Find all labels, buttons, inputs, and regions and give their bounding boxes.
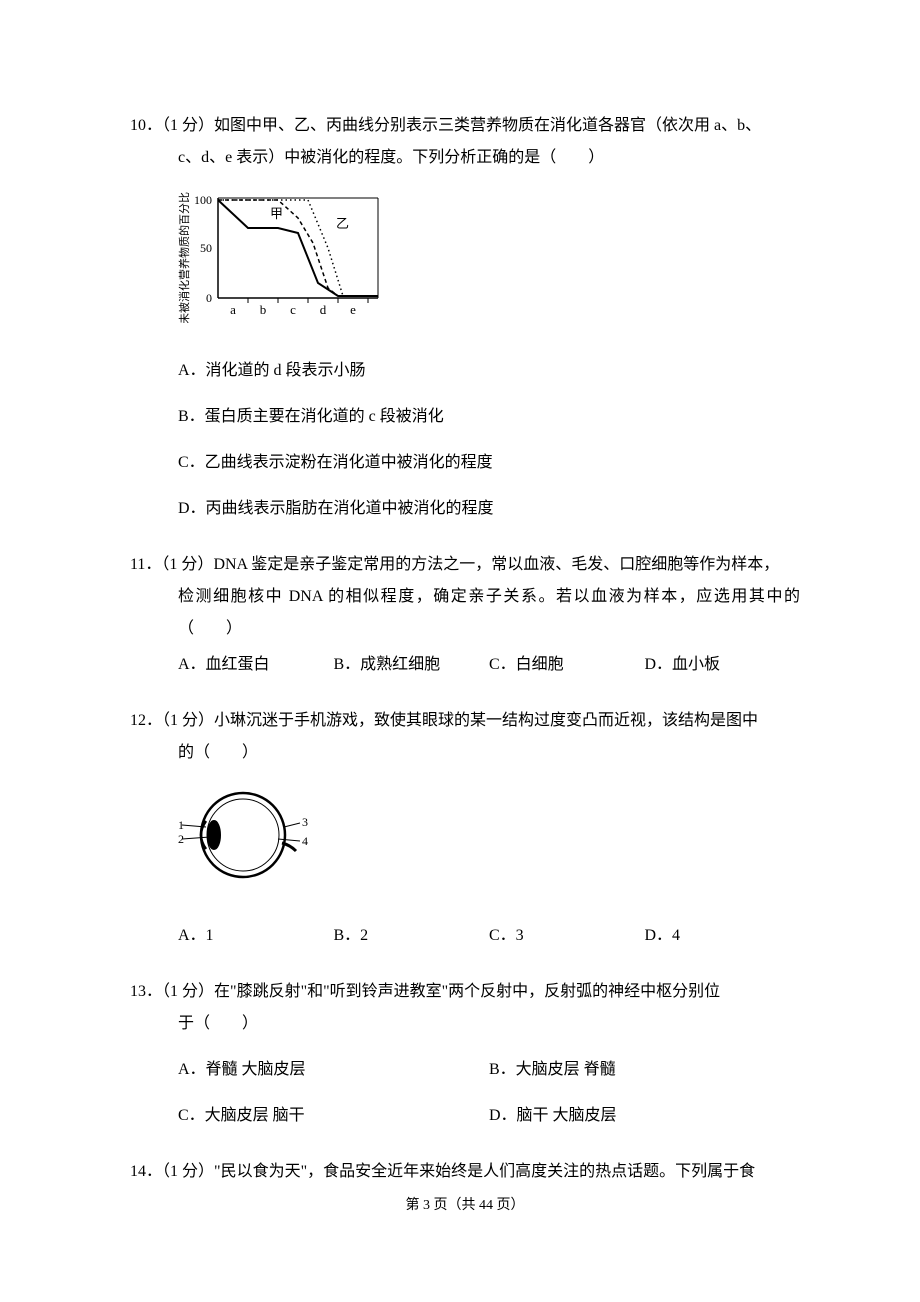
q13-stem-line2: 于（ ） [130,1008,800,1040]
xlabel-c: c [290,302,296,317]
label-3: 3 [302,815,308,829]
q12-figure: 1 2 3 4 [130,783,800,900]
xlabel-b: b [260,302,267,317]
label-jia: 甲 [270,206,283,221]
label-4: 4 [302,834,308,848]
q13-score: （1 分） [162,983,214,1000]
q13-stem-line1: 13．（1 分）在"膝跳反射"和"听到铃声进教室"两个反射中，反射弧的神经中枢分… [130,976,800,1008]
page-root: 10．（1 分）如图中甲、乙、丙曲线分别表示三类营养物质在消化道各器官（依次用 … [0,0,920,1260]
q13-options-row2: C．大脑皮层 脑干 D．脑干 大脑皮层 [130,1100,800,1132]
q12-opt-b: B．2 [334,920,490,952]
q13-number: 13． [130,983,162,1000]
label-1: 1 [178,818,184,832]
ytick-0: 0 [206,291,212,305]
q10-opt-c: C．乙曲线表示淀粉在消化道中被消化的程度 [178,447,800,479]
curve-jia [218,200,378,296]
leader-2 [182,837,210,839]
q13-options-row1: A．脊髓 大脑皮层 B．大脑皮层 脊髓 [130,1054,800,1086]
q13-opt-d: D．脑干 大脑皮层 [489,1100,800,1132]
leader-3 [284,823,300,827]
eye-diagram: 1 2 3 4 [178,783,308,888]
q14-stem-line1: 14．（1 分）"民以食为天"，食品安全近年来始终是人们高度关注的热点话题。下列… [130,1156,800,1188]
q11-options: A．血红蛋白 B．成熟红细胞 C．白细胞 D．血小板 [130,649,800,681]
q12-opt-a: A．1 [178,920,334,952]
q11-number: 11． [130,556,161,573]
q11-opt-c: C．白细胞 [489,649,645,681]
lens [208,821,220,849]
q14-score: （1 分） [162,1163,214,1180]
xlabel-d: d [320,302,327,317]
q10-options: A．消化道的 d 段表示小肠 B．蛋白质主要在消化道的 c 段被消化 C．乙曲线… [130,355,800,525]
q10-score: （1 分） [162,117,214,134]
q12-score: （1 分） [162,712,214,729]
xlabel-e: e [350,302,356,317]
q10-text1: 如图中甲、乙、丙曲线分别表示三类营养物质在消化道各器官（依次用 a、b、 [214,117,761,134]
q10-opt-d: D．丙曲线表示脂肪在消化道中被消化的程度 [178,493,800,525]
q14-number: 14． [130,1163,162,1180]
q13-text1: 在"膝跳反射"和"听到铃声进教室"两个反射中，反射弧的神经中枢分别位 [214,983,720,1000]
question-14: 14．（1 分）"民以食为天"，食品安全近年来始终是人们高度关注的热点话题。下列… [130,1156,800,1188]
q11-opt-a: A．血红蛋白 [178,649,334,681]
q11-opt-d: D．血小板 [645,649,801,681]
question-13: 13．（1 分）在"膝跳反射"和"听到铃声进教室"两个反射中，反射弧的神经中枢分… [130,976,800,1132]
label-yi: 乙 [336,216,349,231]
q11-opt-b: B．成熟红细胞 [334,649,490,681]
q12-opt-d: D．4 [645,920,801,952]
q13-opt-c: C．大脑皮层 脑干 [178,1100,489,1132]
q12-number: 12． [130,712,162,729]
curve-yi [218,200,378,296]
q14-text1: "民以食为天"，食品安全近年来始终是人们高度关注的热点话题。下列属于食 [214,1163,755,1180]
chart-ylabel: 未被消化营养物质的百分比 [178,192,191,323]
curve-bing [218,200,378,296]
q10-stem-line2: c、d、e 表示）中被消化的程度。下列分析正确的是（ ） [130,142,800,174]
digestion-chart: 未被消化营养物质的百分比 100 50 0 a b c d e [178,188,388,323]
q12-stem-line1: 12．（1 分）小琳沉迷于手机游戏，致使其眼球的某一结构过度变凸而近视，该结构是… [130,705,800,737]
leader-4 [278,839,300,841]
q11-score: （1 分） [161,556,213,573]
q10-opt-b: B．蛋白质主要在消化道的 c 段被消化 [178,401,800,433]
label-2: 2 [178,832,184,846]
q12-stem-line2: 的（ ） [130,737,800,769]
q10-stem-line1: 10．（1 分）如图中甲、乙、丙曲线分别表示三类营养物质在消化道各器官（依次用 … [130,110,800,142]
q11-stem-line2: 检测细胞核中 DNA 的相似程度，确定亲子关系。若以血液为样本，应选用其中的（ … [130,581,800,645]
q11-text1: DNA 鉴定是亲子鉴定常用的方法之一，常以血液、毛发、口腔细胞等作为样本， [213,556,779,573]
question-10: 10．（1 分）如图中甲、乙、丙曲线分别表示三类营养物质在消化道各器官（依次用 … [130,110,800,525]
q11-stem-line1: 11．（1 分）DNA 鉴定是亲子鉴定常用的方法之一，常以血液、毛发、口腔细胞等… [130,549,800,581]
ytick-50: 50 [200,241,212,255]
q12-text1: 小琳沉迷于手机游戏，致使其眼球的某一结构过度变凸而近视，该结构是图中 [214,712,758,729]
q13-opt-a: A．脊髓 大脑皮层 [178,1054,489,1086]
q12-opt-c: C．3 [489,920,645,952]
q13-opt-b: B．大脑皮层 脊髓 [489,1054,800,1086]
q12-options: A．1 B．2 C．3 D．4 [130,920,800,952]
q10-opt-a: A．消化道的 d 段表示小肠 [178,355,800,387]
xlabel-a: a [230,302,236,317]
question-12: 12．（1 分）小琳沉迷于手机游戏，致使其眼球的某一结构过度变凸而近视，该结构是… [130,705,800,952]
question-11: 11．（1 分）DNA 鉴定是亲子鉴定常用的方法之一，常以血液、毛发、口腔细胞等… [130,549,800,681]
q10-figure: 未被消化营养物质的百分比 100 50 0 a b c d e [130,188,800,335]
q10-number: 10． [130,117,162,134]
ytick-100: 100 [194,193,212,207]
page-footer: 第 3 页（共 44 页） [130,1192,800,1220]
